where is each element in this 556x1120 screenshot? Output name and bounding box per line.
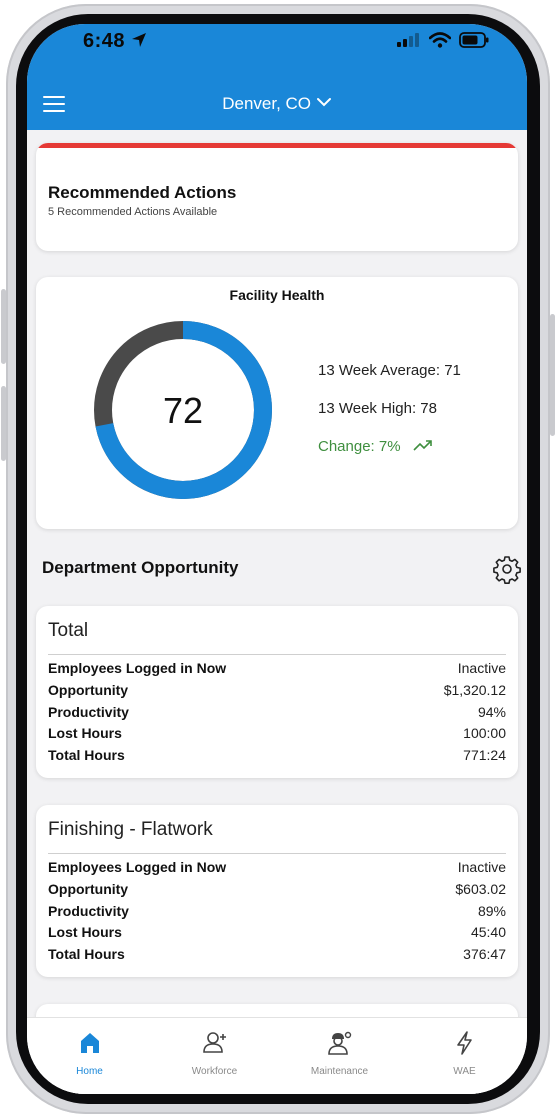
stat-label: Productivity (48, 903, 129, 919)
divider (48, 654, 506, 655)
recommended-actions-card[interactable]: Recommended Actions 5 Recommended Action… (36, 143, 518, 251)
location-selector[interactable]: Denver, CO (27, 94, 527, 114)
tab-label: Home (76, 1066, 103, 1077)
stat-value: Inactive (457, 859, 506, 875)
menu-icon[interactable] (43, 96, 65, 112)
lightning-icon (456, 1031, 472, 1055)
stat-row: Opportunity $1,320.12 (48, 682, 506, 702)
stat-label: Productivity (48, 704, 129, 720)
bottom-tab-bar: Home Workforce Maintenance WAE (27, 1017, 527, 1094)
alert-bar (36, 143, 518, 148)
tab-maintenance[interactable]: Maintenance (277, 1018, 402, 1094)
facility-health-card: Facility Health 72 13 Week Average: 71 1… (36, 277, 518, 529)
user-add-icon (202, 1032, 226, 1053)
stat-value: $603.02 (455, 881, 506, 897)
department-name: Finishing - Flatwork (48, 819, 213, 840)
stat-value: 771:24 (463, 747, 506, 763)
stat-row: Employees Logged in Now Inactive (48, 660, 506, 680)
health-donut-chart: 72 (94, 321, 272, 499)
chevron-down-icon (316, 98, 331, 107)
stat-row: Total Hours 771:24 (48, 747, 506, 767)
app-header: 6:48 Denver, CO (27, 24, 527, 130)
health-change: Change: 7% (318, 438, 433, 455)
location-arrow-icon (132, 33, 147, 47)
tab-home[interactable]: Home (27, 1018, 152, 1094)
stat-row: Total Hours 376:47 (48, 946, 506, 966)
recommended-actions-subtitle: 5 Recommended Actions Available (48, 206, 218, 218)
tab-wae[interactable]: WAE (402, 1018, 527, 1094)
home-icon (80, 1033, 99, 1053)
stat-value: $1,320.12 (443, 682, 506, 698)
location-label: Denver, CO (222, 94, 312, 113)
battery-icon (459, 32, 489, 48)
stat-value: 89% (477, 903, 506, 919)
stat-row: Lost Hours 100:00 (48, 725, 506, 745)
status-time: 6:48 (83, 30, 147, 53)
stat-label: Employees Logged in Now (48, 660, 227, 676)
volume-down-button (1, 386, 6, 461)
stat-value: 100:00 (463, 725, 506, 741)
stat-label: Opportunity (48, 881, 129, 897)
week-high: 13 Week High: 78 (318, 400, 437, 417)
department-card-total[interactable]: Total Employees Logged in Now Inactive O… (36, 606, 518, 778)
health-score: 72 (163, 390, 203, 431)
stat-label: Opportunity (48, 682, 129, 698)
stat-label: Lost Hours (48, 924, 122, 940)
health-change-label: Change: 7% (318, 438, 401, 455)
stat-row: Productivity 89% (48, 903, 506, 923)
stat-row: Opportunity $603.02 (48, 881, 506, 901)
tab-label: Maintenance (310, 1066, 369, 1077)
stat-row: Productivity 94% (48, 704, 506, 724)
department-card-finishing-flatwork[interactable]: Finishing - Flatwork Employees Logged in… (36, 805, 518, 977)
cellular-signal-icon (397, 33, 419, 47)
wifi-icon (429, 32, 451, 48)
worker-gear-icon (327, 1031, 351, 1055)
week-average: 13 Week Average: 71 (318, 362, 461, 379)
stat-row: Employees Logged in Now Inactive (48, 859, 506, 879)
power-button (550, 314, 555, 436)
trending-up-icon (413, 440, 432, 451)
tab-label: Workforce (191, 1066, 238, 1077)
divider (48, 853, 506, 854)
recommended-actions-title: Recommended Actions (48, 183, 237, 202)
stat-value: 94% (477, 704, 506, 720)
gear-icon[interactable] (492, 554, 522, 584)
stat-label: Total Hours (48, 946, 125, 962)
volume-up-button (1, 289, 6, 364)
donut-filled (94, 321, 272, 499)
tab-label: WAE (453, 1066, 476, 1077)
stat-label: Employees Logged in Now (48, 859, 227, 875)
facility-health-title: Facility Health (229, 287, 325, 303)
stat-value: 376:47 (463, 946, 506, 962)
stat-row: Lost Hours 45:40 (48, 924, 506, 944)
stat-value: 45:40 (470, 924, 506, 940)
tab-workforce[interactable]: Workforce (152, 1018, 277, 1094)
stat-label: Total Hours (48, 747, 125, 763)
stat-label: Lost Hours (48, 725, 122, 741)
app-screen: 6:48 Denver, CO (27, 24, 527, 1094)
department-opportunity-title: Department Opportunity (42, 558, 239, 577)
stat-value: Inactive (457, 660, 506, 676)
status-icons (397, 32, 489, 48)
department-name: Total (48, 620, 89, 641)
